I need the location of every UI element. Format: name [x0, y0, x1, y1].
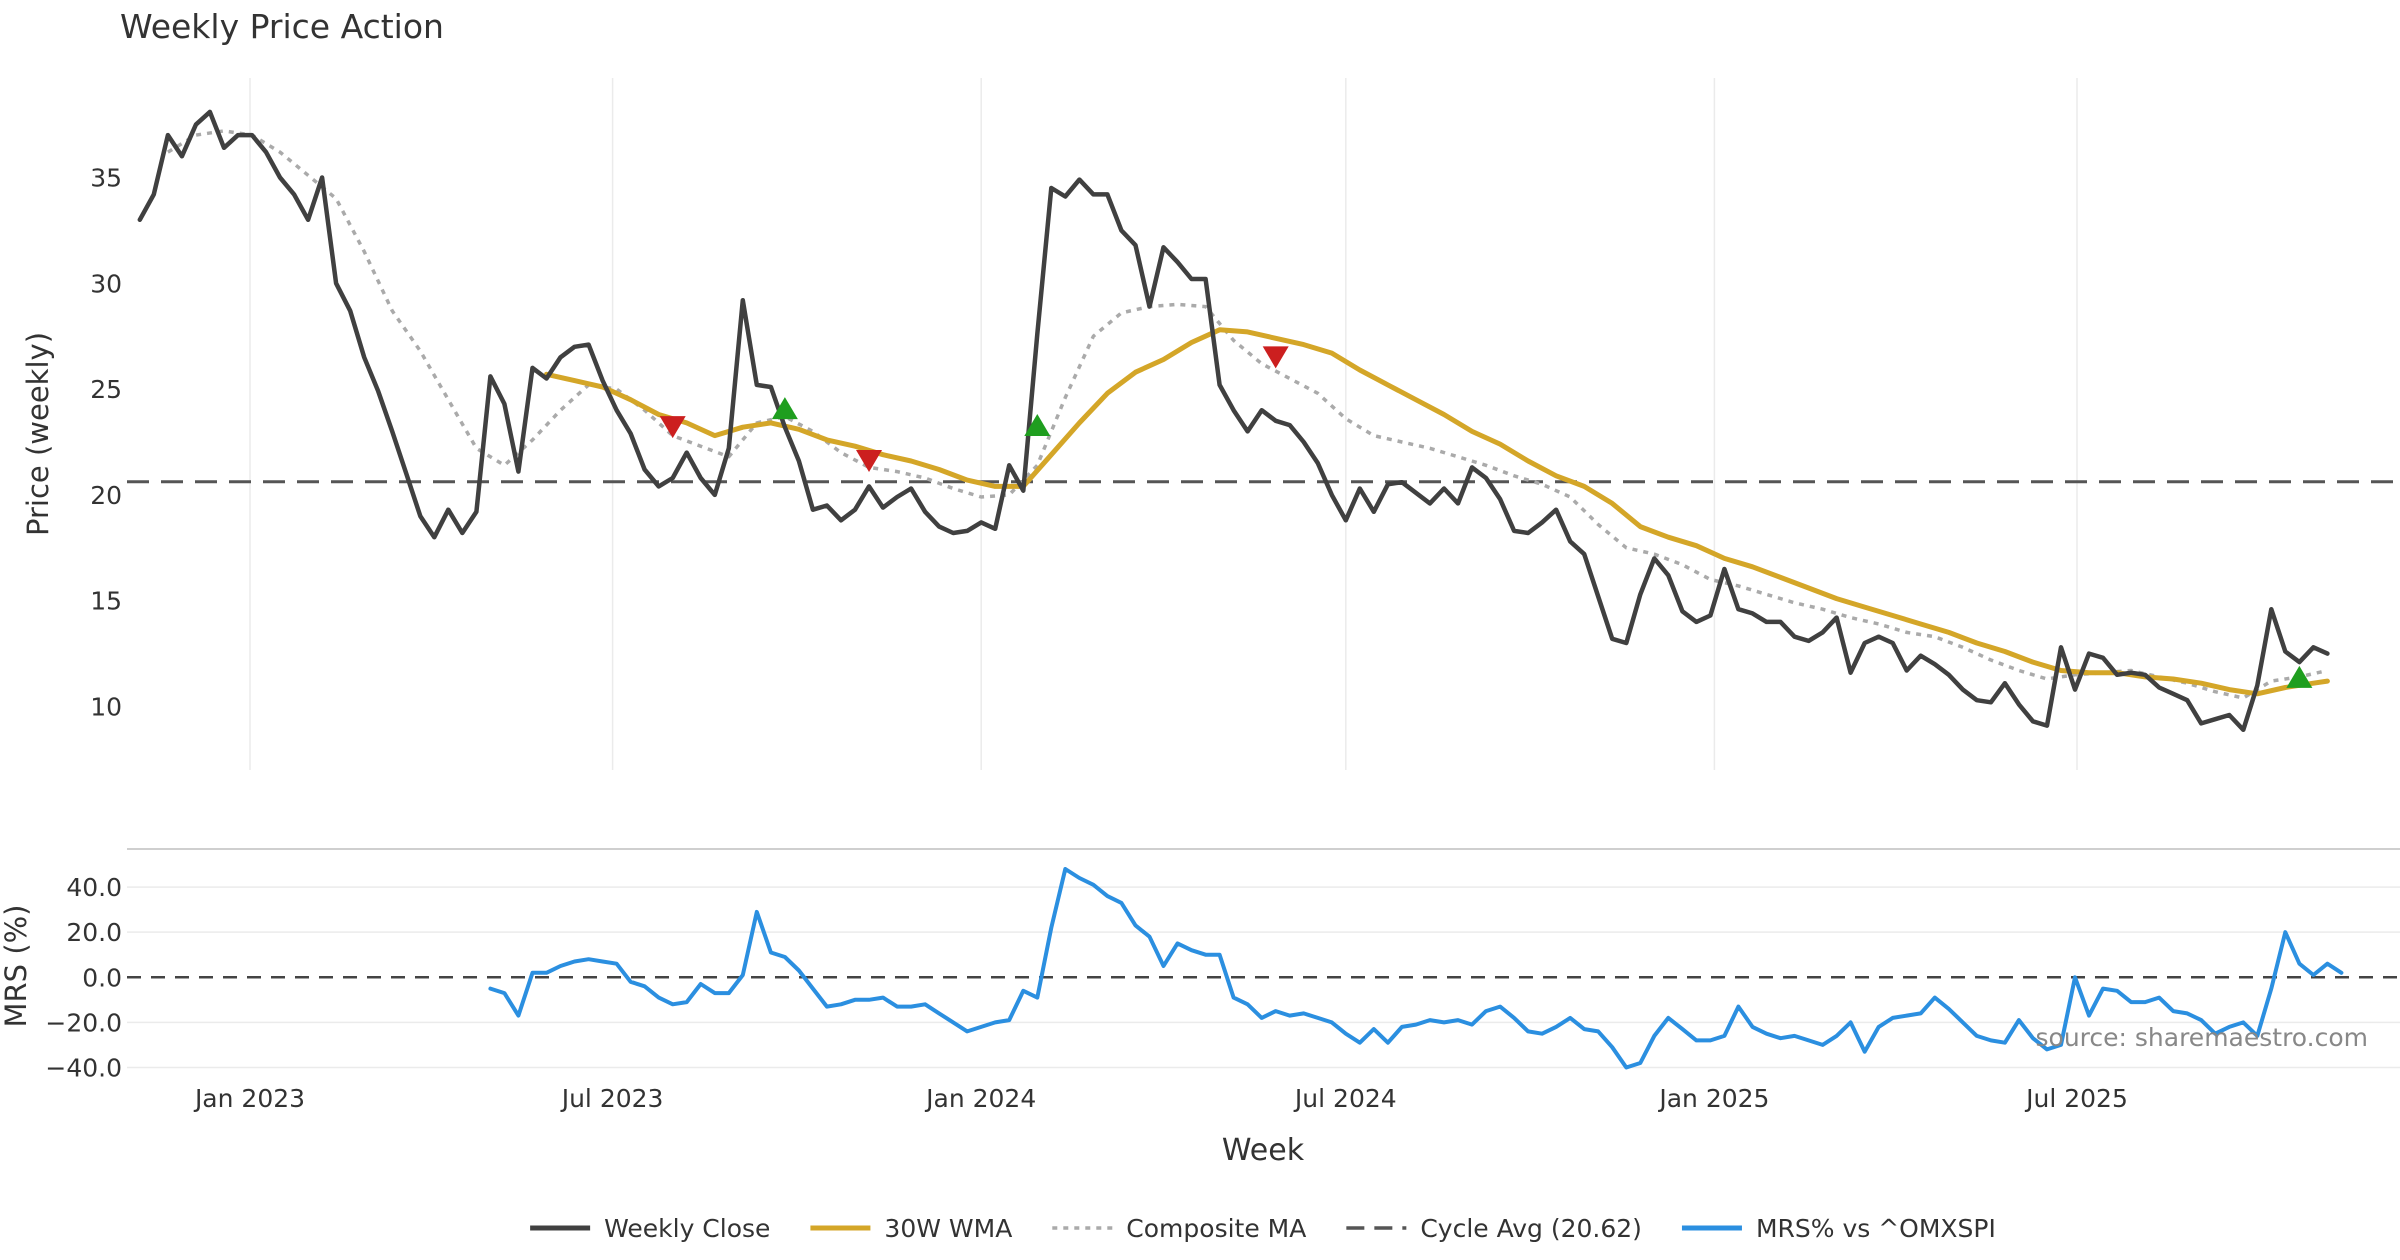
- legend-item-4: MRS% vs ^OMXSPI: [1681, 1214, 1996, 1243]
- x-tick-5: Jul 2025: [2024, 1084, 2128, 1113]
- legend-label-2: Composite MA: [1126, 1214, 1306, 1243]
- series-mrs: [488, 867, 2344, 1070]
- signal-sell-4: [1262, 346, 1289, 369]
- price-y-tick-4: 30: [90, 269, 122, 298]
- x-tick-3: Jul 2024: [1293, 1084, 1397, 1113]
- signal-buy-3: [1024, 414, 1051, 437]
- x-axis-label: Week: [1222, 1133, 1305, 1168]
- legend-item-1: 30W WMA: [810, 1214, 1012, 1243]
- legend-label-3: Cycle Avg (20.62): [1420, 1214, 1642, 1243]
- price-y-ticks: 10 15 20 25 30 35: [90, 163, 122, 721]
- signal-buy-5: [2286, 665, 2313, 688]
- mrs-y-tick-4: 40.0: [66, 873, 122, 902]
- series-composite-ma: [166, 129, 2328, 700]
- x-tick-labels: Jan 2023 Jul 2023 Jan 2024 Jul 2024 Jan 2025…: [193, 1084, 2128, 1113]
- price-y-axis-label: Price (weekly): [21, 332, 55, 536]
- chart-title: Weekly Price Action: [120, 7, 444, 46]
- mrs-y-ticks: −40.0 −20.0 0.0 20.0 40.0: [45, 873, 122, 1082]
- mrs-y-tick-0: −40.0: [45, 1053, 122, 1082]
- signal-sell-0: [659, 416, 686, 439]
- signal-markers: [659, 346, 2313, 688]
- legend-label-4: MRS% vs ^OMXSPI: [1756, 1214, 1996, 1243]
- price-y-tick-2: 20: [90, 481, 122, 510]
- mrs-y-tick-1: −20.0: [45, 1008, 122, 1037]
- legend-item-2: Composite MA: [1052, 1214, 1306, 1243]
- x-tick-1: Jul 2023: [560, 1084, 664, 1113]
- x-tick-4: Jan 2025: [1657, 1084, 1769, 1113]
- price-y-tick-3: 25: [90, 375, 122, 404]
- price-y-tick-0: 10: [90, 693, 122, 722]
- legend: Weekly Close 30W WMA Composite MA Cycle Avg…: [530, 1214, 1996, 1243]
- legend-item-3: Cycle Avg (20.62): [1346, 1214, 1642, 1243]
- legend-label-1: 30W WMA: [884, 1214, 1012, 1243]
- series-weekly-close: [137, 109, 2330, 733]
- x-tick-2: Jan 2024: [924, 1084, 1036, 1113]
- x-tick-0: Jan 2023: [193, 1084, 305, 1113]
- signal-buy-1: [771, 397, 798, 420]
- price-series: [137, 109, 2330, 733]
- price-x-grid: [249, 78, 2078, 770]
- mrs-y-axis-label: MRS (%): [0, 905, 33, 1028]
- mrs-series: [488, 867, 2344, 1070]
- price-y-tick-1: 15: [90, 587, 122, 616]
- mrs-y-tick-3: 20.0: [66, 918, 122, 947]
- price-y-tick-5: 35: [90, 163, 122, 192]
- legend-label-0: Weekly Close: [604, 1214, 770, 1243]
- source-note: source: sharemaestro.com: [2036, 1023, 2369, 1052]
- series-30w-wma: [544, 327, 2330, 697]
- signal-sell-2: [856, 450, 883, 473]
- mrs-y-tick-2: 0.0: [82, 963, 122, 992]
- legend-item-0: Weekly Close: [530, 1214, 770, 1243]
